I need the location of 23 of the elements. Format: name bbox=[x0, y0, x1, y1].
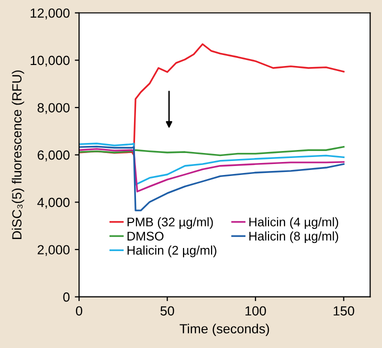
line-series bbox=[79, 142, 345, 186]
line-series bbox=[79, 43, 345, 156]
line-series bbox=[79, 146, 345, 156]
y-tick-label: 4,000 bbox=[37, 198, 70, 209]
y-tick-label: 6,000 bbox=[38, 150, 70, 162]
legend-label: Halicin (8 µg/ml) bbox=[249, 231, 338, 244]
legend-label: DMSO bbox=[128, 232, 164, 241]
y-tick-label: 8,000 bbox=[38, 103, 70, 114]
y-axis-title: DiSC₃(5) fluorescence (RFU) bbox=[12, 70, 24, 239]
legend-label: Halicin (4 µg/ml) bbox=[249, 217, 338, 229]
x-tick-label: 0 bbox=[76, 306, 82, 316]
x-tick-label: 50 bbox=[160, 306, 174, 316]
line-series bbox=[79, 148, 345, 192]
x-tick-label: 100 bbox=[245, 306, 266, 316]
x-tick-label: 150 bbox=[334, 306, 354, 316]
legend-label: Halicin (2 µg/ml) bbox=[128, 246, 216, 258]
y-tick-label: 12,000 bbox=[30, 8, 70, 20]
legend-label: PMB (32 µg/ml) bbox=[128, 217, 213, 229]
y-tick-label: 0 bbox=[63, 292, 70, 302]
x-axis-title: Time (seconds) bbox=[180, 324, 270, 336]
line-series bbox=[79, 146, 345, 212]
y-tick-label: 10,000 bbox=[30, 56, 70, 67]
y-tick-label: 2,000 bbox=[38, 245, 70, 256]
